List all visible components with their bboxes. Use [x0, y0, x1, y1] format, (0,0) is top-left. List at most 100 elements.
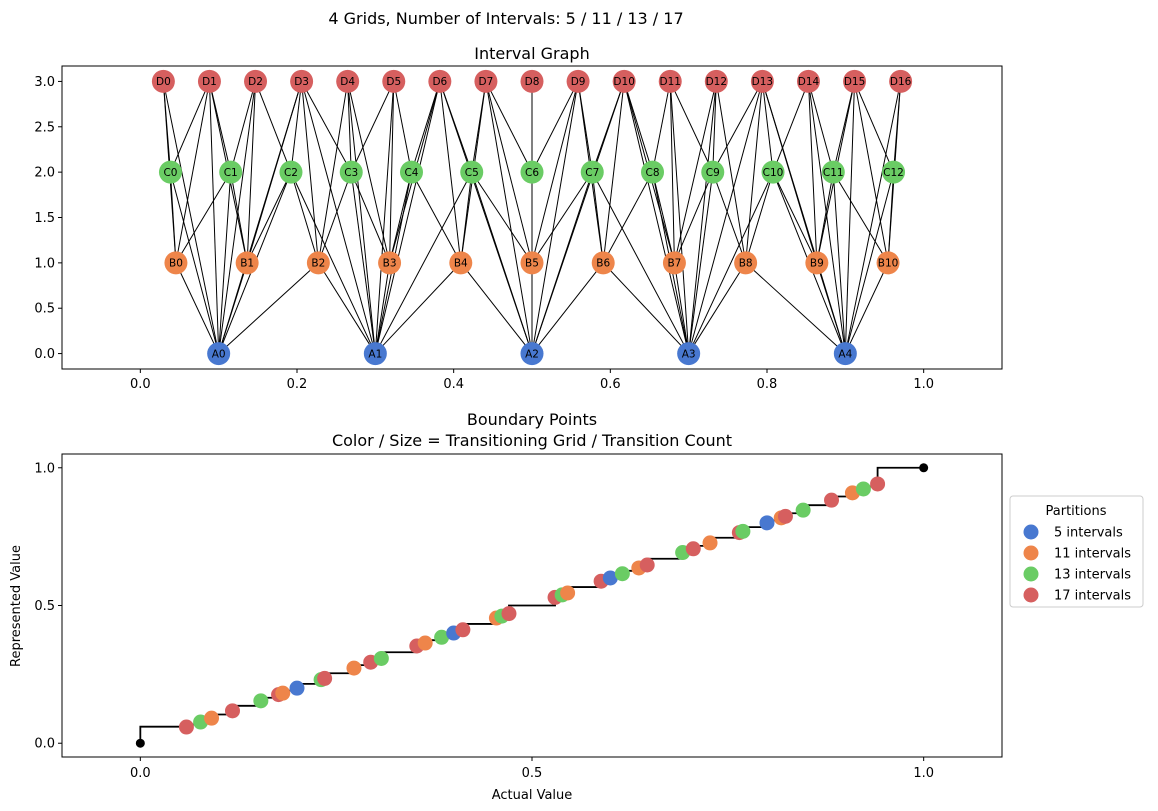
- edge-A2-D7: [485, 81, 533, 354]
- node-B1: [235, 251, 259, 275]
- edge-B6-D10: [602, 81, 625, 263]
- endpoint-marker: [919, 463, 929, 473]
- edge-C6-D9: [531, 81, 579, 173]
- edge-C3-D5: [350, 81, 395, 173]
- edge-B6-C8: [602, 171, 653, 264]
- edge-B10-C11: [832, 171, 889, 264]
- node-label-D2: D2: [248, 76, 263, 88]
- y-tick-label: 0.0: [34, 737, 55, 752]
- node-label-B1: B1: [240, 258, 254, 270]
- node-A0: [207, 342, 231, 366]
- legend-label-3: 17 intervals: [1054, 589, 1131, 604]
- edge-C4-D5: [393, 81, 412, 173]
- edge-B10-D15: [854, 81, 889, 263]
- edge-B9-D13: [761, 81, 818, 264]
- edge-A0-D1: [208, 81, 220, 354]
- node-label-D13: D13: [752, 76, 773, 88]
- edge-B7-D11: [669, 81, 675, 263]
- edge-A1-B3: [374, 262, 391, 354]
- node-B0: [164, 251, 188, 275]
- y-tick-label: 2.0: [34, 166, 55, 181]
- edge-C3-D4: [347, 81, 352, 173]
- edge-A3-B8: [688, 262, 747, 354]
- boundary-points-y-label: Represented Value: [9, 545, 24, 667]
- edge-B8-D13: [745, 81, 763, 263]
- edge-C12-D15: [854, 81, 894, 173]
- interval-graph-edges: [162, 81, 902, 354]
- node-D3: [290, 69, 314, 93]
- node-C11: [821, 160, 845, 184]
- node-label-B4: B4: [454, 258, 468, 270]
- edge-C8-D11: [652, 81, 671, 173]
- boundary-point-11: [702, 535, 718, 551]
- boundary-point-13: [735, 523, 751, 539]
- edge-A1-C3: [350, 172, 376, 354]
- edge-C8-D10: [623, 81, 653, 173]
- boundary-point-11: [417, 635, 433, 651]
- edge-B8-D12: [715, 81, 747, 263]
- legend-title: Partitions: [1046, 504, 1107, 519]
- partitions-legend: Partitions 5 intervals 11 intervals 13 int…: [1009, 495, 1144, 608]
- node-C0: [158, 160, 182, 184]
- edge-B3-C3: [350, 171, 391, 264]
- interval-graph-chart: Interval Graph A0 A1 A2 A3 A4 B0 B1 B2 B3 B4 B5 B6 B…: [34, 44, 1003, 392]
- node-C5: [460, 160, 484, 184]
- node-label-D6: D6: [432, 76, 447, 88]
- boundary-point-17: [870, 476, 886, 492]
- edge-B1-D3: [246, 81, 303, 264]
- boundary-point-13: [253, 693, 269, 709]
- node-label-B5: B5: [525, 258, 539, 270]
- y-tick-label: 1.5: [34, 211, 55, 226]
- figure-suptitle: 4 Grids, Number of Intervals: 5 / 11 / 1…: [328, 9, 683, 28]
- endpoint-marker: [135, 738, 145, 748]
- boundary-point-5: [759, 515, 775, 531]
- node-D4: [336, 69, 360, 93]
- legend-entries: 5 intervals 11 intervals 13 intervals 17 in…: [1023, 524, 1131, 604]
- x-tick-label: 0.4: [443, 377, 464, 392]
- node-B6: [591, 251, 615, 275]
- legend-frame: [1009, 495, 1144, 608]
- node-label-D4: D4: [340, 76, 355, 88]
- edge-A3-C10: [688, 171, 774, 354]
- edge-B0-D1: [175, 81, 210, 263]
- edge-C1-D2: [230, 81, 257, 173]
- node-D0: [151, 69, 175, 93]
- edge-A1-D4: [347, 81, 376, 354]
- boundary-point-17: [455, 622, 471, 638]
- edge-B0-C1: [175, 171, 232, 264]
- edge-A3-C9: [688, 172, 714, 354]
- edge-A3-B6: [602, 262, 690, 354]
- node-C8: [641, 160, 665, 184]
- edge-C3-D3: [301, 81, 352, 173]
- node-C3: [339, 160, 363, 184]
- edge-B4-C4: [411, 171, 462, 264]
- edge-C4-D6: [411, 81, 441, 173]
- edge-B3-D4: [347, 81, 391, 263]
- node-label-C9: C9: [706, 167, 720, 179]
- edge-A0-D0: [162, 81, 220, 354]
- y-tick-label: 3.0: [34, 75, 55, 90]
- boundary-point-11: [275, 685, 291, 701]
- node-D8: [520, 69, 544, 93]
- edge-B7-C8: [652, 172, 675, 263]
- node-D16: [889, 69, 913, 93]
- edge-B5-C5: [471, 171, 533, 264]
- boundary-point-5: [602, 570, 618, 586]
- node-label-D3: D3: [294, 76, 309, 88]
- x-tick-label: 1.0: [913, 766, 934, 781]
- legend-label-1: 11 intervals: [1054, 547, 1131, 562]
- node-C10: [761, 160, 785, 184]
- node-label-A3: A3: [682, 348, 696, 360]
- node-C7: [580, 160, 604, 184]
- node-label-B7: B7: [667, 258, 681, 270]
- edge-A0-B0: [175, 262, 220, 354]
- edge-A1-C2: [290, 171, 376, 354]
- interval-graph-title: Interval Graph: [474, 44, 589, 63]
- boundary-points-chart: Boundary Points Color / Size = Transitio…: [9, 410, 1144, 803]
- edge-A0-C0: [169, 172, 220, 354]
- node-D9: [566, 69, 590, 93]
- legend-marker-3: [1023, 587, 1039, 603]
- node-D10: [612, 69, 636, 93]
- edge-A2-D6: [439, 81, 533, 354]
- node-C12: [882, 160, 906, 184]
